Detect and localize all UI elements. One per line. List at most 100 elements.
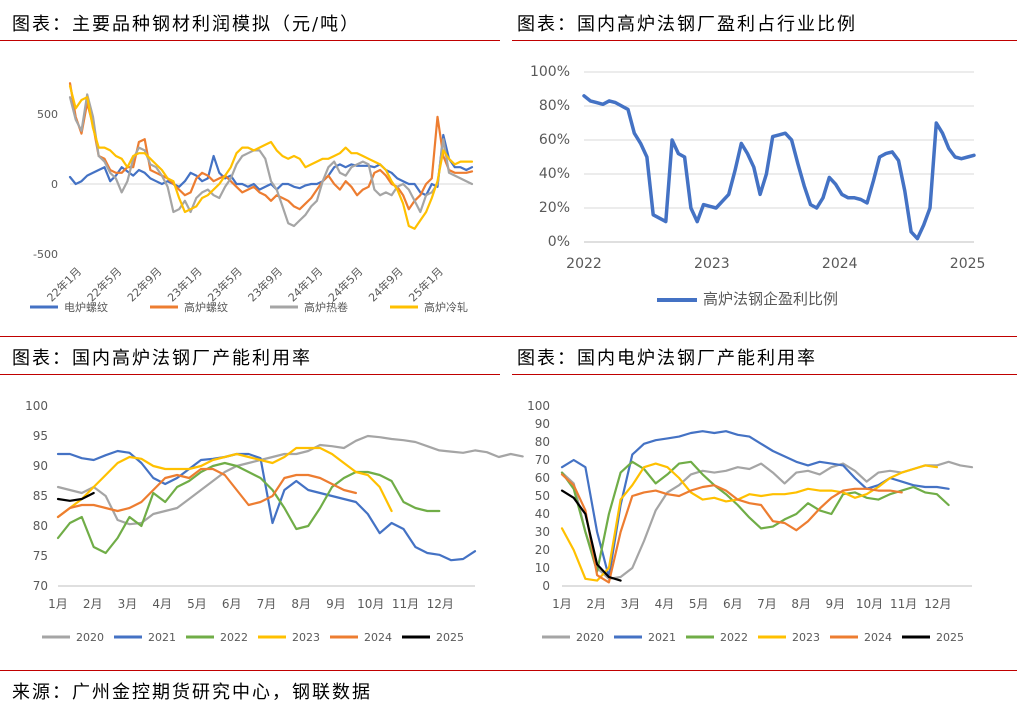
x-tick-label: 11月 <box>392 597 419 611</box>
series-line-2023 <box>56 446 393 519</box>
x-tick-label: 2024 <box>822 256 858 272</box>
x-tick-label: 23年5月 <box>205 264 245 304</box>
series-line-高炉螺纹 <box>68 82 474 211</box>
y-tick-label: 40% <box>539 166 570 182</box>
divider-mid-right <box>512 374 1017 375</box>
x-tick-label: 2025 <box>950 256 986 272</box>
y-tick-label: 100 <box>527 399 550 413</box>
x-tick-label: 4月 <box>655 597 675 611</box>
x-tick-label: 6月 <box>723 597 743 611</box>
legend-label: 2025 <box>436 631 464 644</box>
series-line-2020 <box>56 434 524 526</box>
y-tick-label: 50 <box>535 489 550 503</box>
panel-title-steel-profit: 图表：主要品种钢材利润模拟（元/吨） <box>12 14 361 35</box>
series-line-高炉热卷 <box>68 93 474 228</box>
legend-label: 电炉螺纹 <box>64 300 108 314</box>
y-tick-label: 95 <box>33 429 48 443</box>
x-tick-label: 9月 <box>326 597 346 611</box>
series-line-2025 <box>560 489 622 582</box>
y-tick-label: 100 <box>25 399 48 413</box>
y-tick-label: 10 <box>535 561 550 575</box>
series-line-2025 <box>56 491 95 502</box>
legend-label: 2021 <box>148 631 176 644</box>
panel-title-bf-utilization: 图表：国内高炉法钢厂产能利用率 <box>12 348 312 369</box>
x-tick-label: 1月 <box>552 597 572 611</box>
y-tick-label: 90 <box>33 459 48 473</box>
y-tick-label: 70 <box>33 579 48 593</box>
y-tick-label: 80 <box>535 435 550 449</box>
x-tick-label: 24年9月 <box>365 264 405 304</box>
y-tick-label: 500 <box>37 108 58 121</box>
x-tick-label: 10月 <box>357 597 384 611</box>
x-tick-label: 10月 <box>856 597 883 611</box>
x-tick-label: 5月 <box>187 597 207 611</box>
divider-top-left <box>0 40 500 41</box>
y-tick-label: 100% <box>530 64 570 80</box>
x-tick-label: 4月 <box>152 597 172 611</box>
panel-title-eaf-utilization: 图表：国内电炉法钢厂产能利用率 <box>517 348 817 369</box>
y-tick-label: 85 <box>33 489 48 503</box>
y-tick-label: 60 <box>535 471 550 485</box>
series-line-2024 <box>560 473 903 584</box>
legend-label: 2023 <box>792 631 820 644</box>
x-tick-label: 23年9月 <box>245 264 285 304</box>
y-tick-label: 0 <box>542 579 550 593</box>
legend-label: 高炉热卷 <box>304 300 348 314</box>
y-tick-label: 20% <box>539 200 570 216</box>
x-tick-label: 8月 <box>291 597 311 611</box>
series-line-2024 <box>56 467 357 519</box>
divider-top-right <box>512 40 1017 41</box>
x-tick-label: 8月 <box>791 597 811 611</box>
y-tick-label: 75 <box>33 549 48 563</box>
legend-label: 2020 <box>76 631 104 644</box>
legend-label: 2022 <box>220 631 248 644</box>
source-note: 来源：广州金控期货研究中心，钢联数据 <box>12 682 372 703</box>
y-tick-label: 0% <box>548 234 570 250</box>
series-line-电炉螺纹 <box>68 133 474 197</box>
legend-label: 高炉法钢企盈利比例 <box>703 290 838 308</box>
x-tick-label: 2月 <box>586 597 606 611</box>
y-tick-label: 80% <box>539 98 570 114</box>
divider-mid-left <box>0 374 500 375</box>
x-tick-label: 22年1月 <box>44 264 84 304</box>
x-tick-label: 2023 <box>694 256 730 272</box>
series-line-2021 <box>56 449 477 562</box>
series-line-2022 <box>56 461 441 555</box>
x-tick-label: 23年1月 <box>164 264 204 304</box>
legend-label: 2022 <box>720 631 748 644</box>
x-tick-label: 24年1月 <box>285 264 325 304</box>
x-tick-label: 5月 <box>689 597 709 611</box>
x-tick-label: 2022 <box>566 256 602 272</box>
x-tick-label: 12月 <box>427 597 454 611</box>
x-tick-label: 24年5月 <box>325 264 365 304</box>
x-tick-label: 6月 <box>222 597 242 611</box>
panel-title-bf-profit-ratio: 图表：国内高炉法钢厂盈利占行业比例 <box>517 14 857 35</box>
y-tick-label: 20 <box>535 543 550 557</box>
x-tick-label: 7月 <box>257 597 277 611</box>
y-tick-label: 30 <box>535 525 550 539</box>
legend-label: 2024 <box>364 631 392 644</box>
legend-label: 高炉冷轧 <box>424 300 468 314</box>
x-tick-label: 12月 <box>924 597 951 611</box>
x-tick-label: 3月 <box>118 597 138 611</box>
divider-bottom <box>0 670 1017 671</box>
y-tick-label: 90 <box>535 417 550 431</box>
series-line-高炉法钢企盈利比例 <box>582 94 976 241</box>
x-tick-label: 7月 <box>757 597 777 611</box>
x-tick-label: 2月 <box>83 597 103 611</box>
legend-label: 2023 <box>292 631 320 644</box>
legend-label: 2024 <box>864 631 892 644</box>
legend-label: 高炉螺纹 <box>184 300 228 314</box>
series-line-2022 <box>560 460 950 573</box>
x-tick-label: 3月 <box>621 597 641 611</box>
legend-label: 2021 <box>648 631 676 644</box>
legend-label: 2025 <box>936 631 964 644</box>
y-tick-label: 0 <box>51 178 58 191</box>
x-tick-label: 22年9月 <box>124 264 164 304</box>
x-tick-label: 9月 <box>826 597 846 611</box>
y-tick-label: 60% <box>539 132 570 148</box>
y-tick-label: 40 <box>535 507 550 521</box>
